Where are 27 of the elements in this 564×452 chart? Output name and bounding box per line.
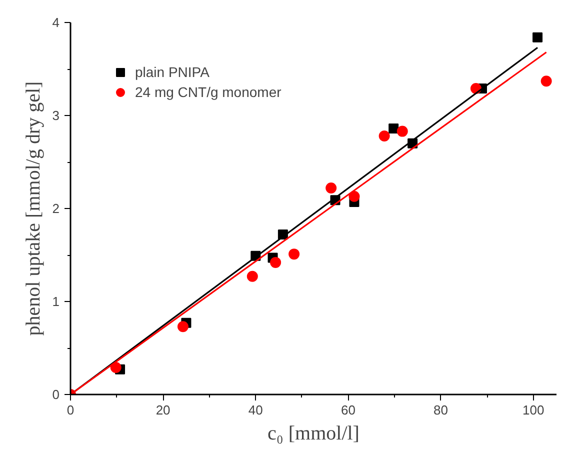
point [378, 130, 390, 142]
y-tick-label: 4 [52, 15, 60, 30]
x-tick-label: 100 [522, 402, 544, 418]
x-tick-label: 40 [248, 402, 263, 418]
point [177, 321, 188, 332]
point [110, 362, 122, 374]
point [246, 270, 258, 282]
point [270, 256, 282, 268]
point [540, 76, 552, 87]
y-tick-label: 2 [52, 201, 60, 216]
point [396, 126, 408, 137]
x-tick-label: 80 [434, 402, 448, 418]
y-tick-label: 0 [52, 387, 60, 402]
point [326, 182, 337, 194]
point [532, 32, 543, 42]
y-tick-label: 3 [52, 108, 60, 123]
y-tick-label: 1 [52, 294, 60, 309]
legend-label: plain PNIPA [135, 64, 210, 80]
x-tick-label: 60 [340, 402, 356, 418]
point [288, 248, 300, 260]
x-tick-label: 0 [66, 402, 74, 418]
legend-label: 24 mg CNT/g monomer [135, 84, 282, 100]
point [348, 190, 360, 202]
y-axis-title: phenol uptake [mmol/g dry gel] [22, 81, 44, 336]
x-axis-title: c₀ [mmol/l] [268, 422, 360, 444]
x-tick-label: 20 [156, 402, 170, 418]
point [388, 124, 399, 134]
